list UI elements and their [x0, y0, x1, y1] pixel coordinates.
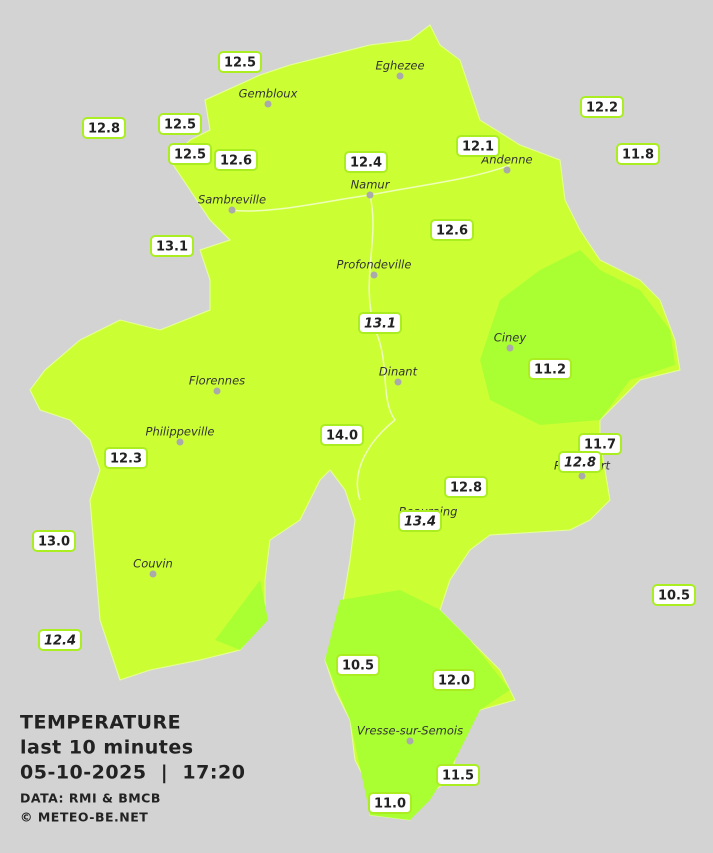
- station-value: 12.5: [224, 56, 256, 71]
- city-dot: [406, 737, 414, 745]
- city-dot: [176, 438, 184, 446]
- station-box: [456, 135, 500, 157]
- zone-cooler: [480, 250, 675, 425]
- city-label: Philippeville: [146, 425, 215, 439]
- station-box: [82, 117, 126, 139]
- station-value: 12.6: [436, 224, 468, 239]
- city-dot: [394, 378, 402, 386]
- station-box: [158, 113, 202, 135]
- station-box: [616, 143, 660, 165]
- city-dot: [396, 72, 404, 80]
- city-label: Gembloux: [239, 87, 298, 101]
- legend: TEMPERATURE last 10 minutes 05-10-2025 |…: [20, 712, 245, 825]
- city-label: Profondeville: [337, 258, 412, 272]
- station-box: [432, 669, 476, 691]
- station-value: 12.8: [88, 122, 120, 137]
- city-dot: [228, 206, 236, 214]
- station-value: 14.0: [326, 429, 358, 444]
- station-box: [580, 96, 624, 118]
- station-value: 13.1: [156, 240, 188, 255]
- zone-cooler: [215, 580, 268, 650]
- stations: 12.5 12.8 12.5 12.5 12.6 12.4 12.1 12.2 11.8 13.1…: [32, 51, 696, 814]
- station-value: 13.4: [404, 515, 436, 530]
- city-dot: [370, 271, 378, 279]
- station-value: 12.4: [350, 156, 382, 171]
- legend-subtitle: last 10 minutes: [20, 737, 194, 759]
- station-value: 12.8: [564, 456, 596, 471]
- city-label: Florennes: [189, 374, 245, 388]
- station-value: 13.1: [364, 317, 396, 332]
- city-label: Vresse-sur-Semois: [357, 724, 463, 738]
- city-label: Dinant: [379, 365, 418, 379]
- station-box: [104, 447, 148, 469]
- station-box: [32, 530, 76, 552]
- station-box: [336, 654, 380, 676]
- station-box: [368, 792, 412, 814]
- city-dot: [366, 191, 374, 199]
- station-value: 11.2: [534, 363, 566, 378]
- station-box: [558, 451, 602, 473]
- station-box: [214, 149, 258, 171]
- city-label: Sambreville: [198, 193, 266, 207]
- city-label: Couvin: [133, 557, 173, 571]
- station-value: 11.7: [584, 438, 616, 453]
- legend-datetime: 05-10-2025 | 17:20: [20, 762, 245, 784]
- station-value: 12.0: [438, 674, 470, 689]
- station-value: 12.6: [220, 154, 252, 169]
- station-box: [398, 510, 442, 532]
- city-dot: [264, 100, 272, 108]
- station-value: 12.4: [44, 634, 76, 649]
- station-box: [430, 219, 474, 241]
- station-value: 12.1: [462, 140, 494, 155]
- station-value: 10.5: [342, 659, 374, 674]
- city-dot: [506, 344, 514, 352]
- station-box: [150, 235, 194, 257]
- station-value: 12.5: [174, 148, 206, 163]
- city-dot: [503, 166, 511, 174]
- zone-cooler: [325, 590, 510, 820]
- station-value: 12.8: [450, 481, 482, 496]
- station-box: [358, 312, 402, 334]
- station-value: 11.8: [622, 148, 654, 163]
- station-box: [652, 584, 696, 606]
- station-box: [218, 51, 262, 73]
- station-value: 12.5: [164, 118, 196, 133]
- station-value: 11.0: [374, 797, 406, 812]
- city-dot: [149, 570, 157, 578]
- station-box: [38, 629, 82, 651]
- station-box: [436, 764, 480, 786]
- city-label: Ciney: [494, 331, 527, 345]
- station-value: 10.5: [658, 589, 690, 604]
- station-box: [528, 358, 572, 380]
- station-box: [444, 476, 488, 498]
- station-box: [344, 151, 388, 173]
- station-value: 12.2: [586, 101, 618, 116]
- legend-source: DATA: RMI & BMCB: [20, 791, 161, 806]
- station-value: 13.0: [38, 535, 70, 550]
- station-value: 11.5: [442, 769, 474, 784]
- station-box: [320, 424, 364, 446]
- city-label: Namur: [351, 178, 391, 192]
- station-value: 12.3: [110, 452, 142, 467]
- city-dot: [578, 472, 586, 480]
- legend-copyright: © METEO-BE.NET: [20, 810, 148, 825]
- city-label: Eghezee: [375, 59, 424, 73]
- station-box: [168, 143, 212, 165]
- city-dot: [213, 387, 221, 395]
- legend-title: TEMPERATURE: [20, 712, 181, 734]
